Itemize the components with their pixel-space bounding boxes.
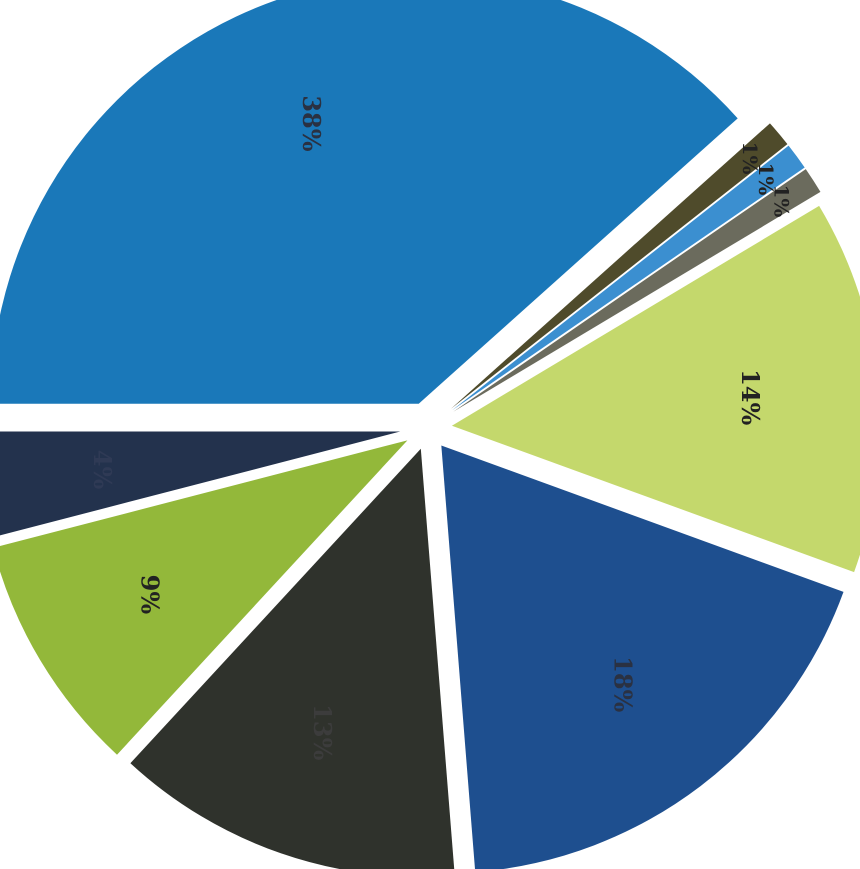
- pie-slice-label: 4%: [88, 450, 117, 490]
- pie-slice-label: 1%: [754, 163, 778, 196]
- pie-slice-label: 1%: [769, 184, 793, 217]
- pie-slice-label: 18%: [609, 656, 638, 712]
- pie-slice-label: 1%: [738, 142, 762, 175]
- pie-slice-label: 9%: [136, 575, 165, 615]
- pie-slice: [0, 431, 401, 536]
- pie-slice-label: 14%: [736, 369, 765, 425]
- pie-slice-label: 38%: [297, 95, 326, 151]
- pie-slice: [130, 448, 455, 869]
- pie-slice: [451, 205, 860, 573]
- pie-slice: [453, 169, 821, 412]
- pie-slice: [0, 440, 408, 755]
- pie-labels: 38% 1%1%1% 14% 18% 13% 9% 4%: [88, 95, 793, 760]
- pie-slice: [452, 145, 805, 411]
- pie-slice: [441, 445, 844, 869]
- pie-slice-label: 13%: [308, 704, 337, 760]
- pie-slice: [450, 123, 788, 409]
- pie-slice: [0, 0, 738, 404]
